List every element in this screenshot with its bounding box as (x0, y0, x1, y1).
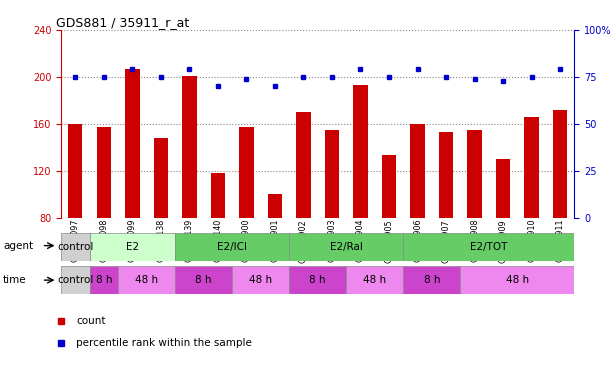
Text: 48 h: 48 h (506, 275, 529, 285)
Text: control: control (57, 275, 93, 285)
Text: E2/ICI: E2/ICI (217, 242, 247, 252)
Text: 8 h: 8 h (95, 275, 112, 285)
Bar (97, 127, 111, 218)
Bar (61, 232, 90, 261)
Bar (346, 266, 403, 294)
Text: E2: E2 (126, 242, 139, 252)
Text: control: control (57, 242, 93, 252)
Bar (182, 76, 197, 217)
Text: 48 h: 48 h (135, 275, 158, 285)
Bar (467, 130, 481, 218)
Text: 8 h: 8 h (423, 275, 440, 285)
Bar (268, 194, 282, 217)
Bar (289, 266, 346, 294)
Bar (325, 130, 339, 218)
Bar (411, 124, 425, 218)
Bar (154, 138, 168, 218)
Bar (61, 266, 90, 294)
Bar (90, 266, 118, 294)
Text: GDS881 / 35911_r_at: GDS881 / 35911_r_at (56, 16, 189, 29)
Text: time: time (3, 275, 27, 285)
Bar (353, 85, 368, 218)
Bar (90, 232, 175, 261)
Bar (496, 159, 510, 218)
Text: count: count (76, 316, 106, 326)
Bar (68, 124, 82, 218)
Bar (296, 112, 310, 218)
Bar (289, 232, 403, 261)
Bar (232, 266, 289, 294)
Bar (175, 266, 232, 294)
Text: percentile rank within the sample: percentile rank within the sample (76, 338, 252, 348)
Bar (403, 232, 574, 261)
Text: E2/TOT: E2/TOT (470, 242, 508, 252)
Text: 8 h: 8 h (309, 275, 326, 285)
Bar (240, 127, 254, 218)
Bar (175, 232, 289, 261)
Bar (439, 132, 453, 218)
Bar (524, 117, 539, 218)
Bar (382, 155, 396, 218)
Text: 48 h: 48 h (249, 275, 273, 285)
Text: E2/Ral: E2/Ral (330, 242, 363, 252)
Text: 48 h: 48 h (363, 275, 386, 285)
Text: agent: agent (3, 241, 33, 250)
Bar (118, 266, 175, 294)
Bar (211, 173, 225, 217)
Text: 8 h: 8 h (196, 275, 212, 285)
Bar (125, 69, 139, 218)
Bar (460, 266, 574, 294)
Bar (553, 110, 567, 218)
Bar (403, 266, 460, 294)
